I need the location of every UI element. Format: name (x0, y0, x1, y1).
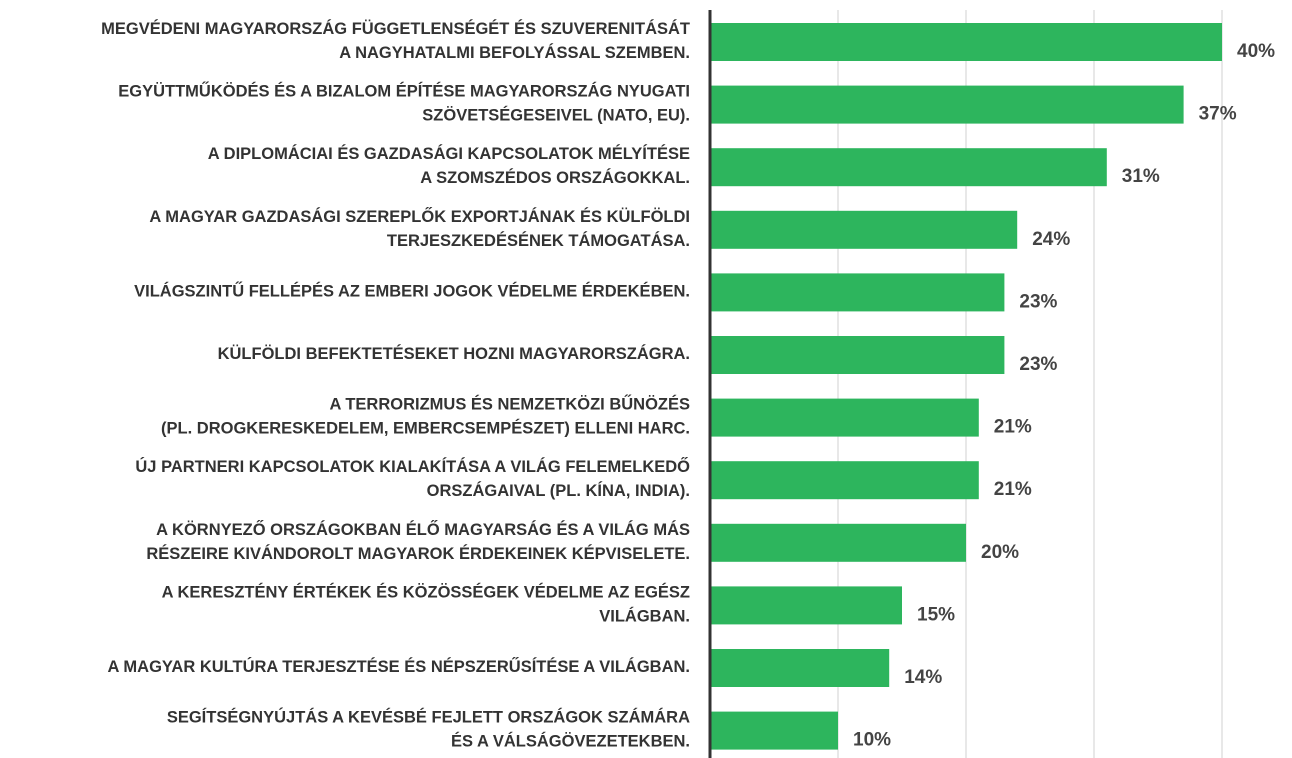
value-label: 21% (994, 417, 1032, 438)
value-label: 23% (1019, 354, 1057, 375)
category-label: A KÖRNYEZŐ ORSZÁGOKBAN ÉLŐ MAGYARSÁG ÉS … (146, 520, 690, 563)
value-label: 31% (1122, 166, 1160, 187)
bar (710, 649, 890, 687)
category-label: SEGÍTSÉGNYÚJTÁS A KEVÉSBÉ FEJLETT ORSZÁG… (167, 708, 690, 751)
bar (710, 85, 1184, 124)
value-label: 23% (1019, 291, 1057, 312)
category-label: A TERRORIZMUS ÉS NEMZETKÖZI BŰNÖZÉS (PL. … (161, 395, 690, 438)
value-label: 20% (981, 542, 1019, 563)
category-label: KÜLFÖLDI BEFEKTETÉSEKET HOZNI MAGYARORSZ… (218, 344, 690, 363)
value-label: 14% (904, 667, 942, 688)
bar (710, 148, 1107, 187)
category-label: A MAGYAR KULTÚRA TERJESZTÉSE ÉS NÉPSZERŰ… (108, 657, 690, 676)
category-label: A DIPLOMÁCIAI ÉS GAZDASÁGI KAPCSOLATOK M… (208, 145, 690, 188)
category-label: A MAGYAR GAZDASÁGI SZEREPLŐK EXPORTJÁNAK… (149, 207, 690, 250)
value-label: 40% (1237, 41, 1275, 62)
bar (710, 23, 1222, 61)
value-label: 21% (994, 479, 1032, 500)
bar (710, 523, 966, 562)
value-label: 10% (853, 730, 891, 751)
category-label: ÚJ PARTNERI KAPCSOLATOK KIALAKÍTÁSA A VI… (135, 458, 690, 501)
bar (710, 711, 838, 750)
bar (710, 273, 1005, 312)
value-label: 24% (1032, 229, 1070, 250)
bar (710, 336, 1005, 374)
category-label: A KERESZTÉNY ÉRTÉKEK ÉS KÖZÖSSÉGEK VÉDEL… (162, 583, 690, 626)
value-label: 15% (917, 604, 955, 625)
bar (710, 461, 979, 500)
category-label: VILÁGSZINTŰ FELLÉPÉS AZ EMBERI JOGOK VÉD… (134, 282, 690, 301)
bar (710, 210, 1018, 249)
category-label: EGYÜTTMŰKÖDÉS ÉS A BIZALOM ÉPÍTÉSE MAGYA… (118, 82, 690, 125)
bar (710, 586, 902, 625)
value-label: 37% (1199, 104, 1237, 125)
category-label: MEGVÉDENI MAGYARORSZÁG FÜGGETLENSÉGÉT ÉS… (101, 19, 690, 62)
bar (710, 398, 979, 437)
